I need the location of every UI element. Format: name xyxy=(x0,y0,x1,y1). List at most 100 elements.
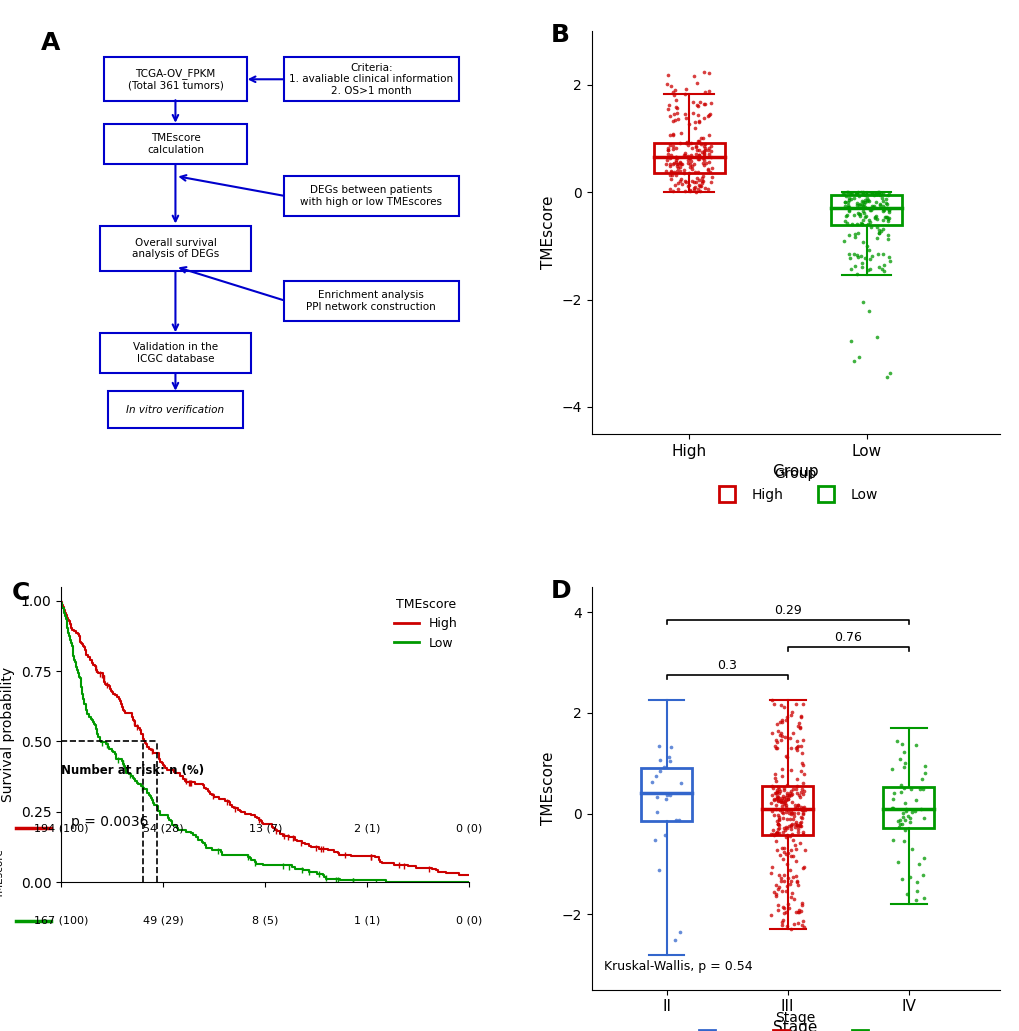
Point xyxy=(788,785,804,801)
Point xyxy=(894,809,910,826)
Point xyxy=(850,225,866,241)
Point xyxy=(661,158,678,174)
FancyBboxPatch shape xyxy=(283,176,459,217)
Point xyxy=(777,819,794,835)
Point xyxy=(907,737,923,754)
Point xyxy=(686,179,702,196)
Point xyxy=(912,801,928,818)
Point xyxy=(683,172,699,189)
Point xyxy=(762,778,779,795)
Point xyxy=(775,820,792,836)
Point xyxy=(850,197,866,213)
Point xyxy=(658,787,675,803)
Point xyxy=(789,799,805,816)
Point xyxy=(651,752,667,768)
FancyBboxPatch shape xyxy=(100,333,251,373)
Point xyxy=(792,903,808,920)
Point xyxy=(672,135,688,152)
Point xyxy=(794,806,810,823)
Point xyxy=(854,211,870,228)
Text: Number at risk: n (%): Number at risk: n (%) xyxy=(61,764,204,776)
Point xyxy=(770,808,787,825)
Point xyxy=(658,142,675,159)
Point xyxy=(686,156,702,172)
Point xyxy=(771,713,788,730)
Point xyxy=(847,185,863,201)
Point xyxy=(848,265,864,281)
Point xyxy=(874,203,891,220)
Point xyxy=(845,353,861,369)
Point xyxy=(841,250,857,266)
Point xyxy=(764,779,781,796)
Point xyxy=(780,818,796,834)
Point xyxy=(896,759,912,775)
Point xyxy=(916,765,932,781)
Point xyxy=(839,196,855,212)
Point xyxy=(879,212,896,229)
Point xyxy=(788,903,804,920)
Point xyxy=(839,185,855,201)
Point xyxy=(767,731,784,747)
Point xyxy=(661,149,678,166)
Point xyxy=(851,205,867,222)
Point xyxy=(849,248,865,265)
Point xyxy=(773,713,790,730)
Point xyxy=(661,754,678,770)
Point xyxy=(767,791,784,807)
Point xyxy=(677,145,693,162)
Point xyxy=(768,778,785,795)
Point xyxy=(854,217,870,233)
Point xyxy=(657,162,674,178)
Point xyxy=(796,784,812,800)
Point xyxy=(787,853,803,869)
Point xyxy=(874,193,891,209)
Point xyxy=(846,258,862,274)
Point xyxy=(841,203,857,220)
Point xyxy=(872,185,889,201)
Point xyxy=(853,217,869,233)
Point xyxy=(772,724,789,740)
Point xyxy=(692,177,708,194)
Point xyxy=(880,209,897,226)
Point xyxy=(880,202,897,219)
Point xyxy=(908,884,924,900)
Point xyxy=(776,793,793,809)
Point xyxy=(791,904,807,921)
Point xyxy=(790,796,806,812)
Point xyxy=(840,192,856,208)
Point xyxy=(897,822,913,838)
Point xyxy=(678,80,694,97)
Point xyxy=(873,261,890,277)
Point xyxy=(700,145,716,162)
Point xyxy=(777,829,794,845)
Point xyxy=(695,145,711,162)
Point xyxy=(784,869,800,886)
Point xyxy=(860,241,876,258)
Point xyxy=(897,755,913,771)
Point xyxy=(782,842,798,859)
Bar xyxy=(830,195,901,226)
Point xyxy=(695,157,711,173)
Point xyxy=(870,197,887,213)
Point xyxy=(763,858,780,874)
Point xyxy=(666,177,683,194)
X-axis label: Group: Group xyxy=(771,464,818,479)
Point xyxy=(762,826,779,842)
Point xyxy=(780,844,796,861)
Point xyxy=(695,110,711,127)
Point xyxy=(773,798,790,814)
Point xyxy=(794,860,810,876)
Point xyxy=(792,720,808,736)
Point xyxy=(769,880,786,897)
Point xyxy=(665,88,682,104)
Point xyxy=(687,164,703,180)
Point xyxy=(868,219,884,235)
Point xyxy=(855,205,871,222)
Point xyxy=(851,196,867,212)
Point xyxy=(679,153,695,169)
Point xyxy=(787,813,803,830)
Point xyxy=(875,257,892,273)
Point xyxy=(702,95,718,111)
Point xyxy=(878,209,895,226)
FancyBboxPatch shape xyxy=(283,280,459,321)
